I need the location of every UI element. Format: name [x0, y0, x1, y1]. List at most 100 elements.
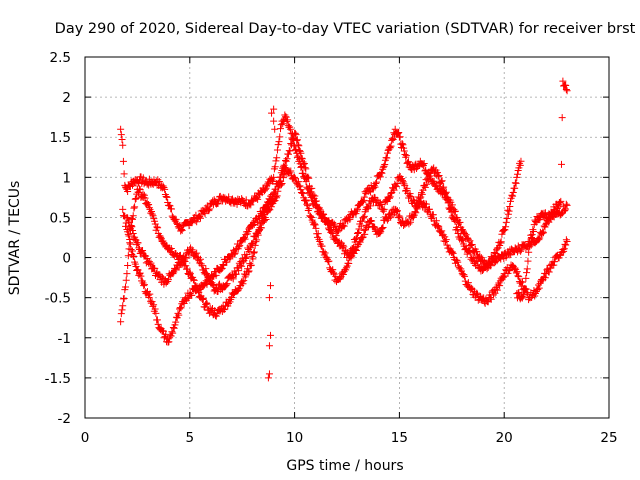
data-point	[271, 197, 279, 205]
data-point	[541, 274, 549, 282]
data-point	[493, 286, 501, 294]
data-point	[146, 261, 154, 269]
data-point	[265, 180, 273, 188]
data-point	[447, 208, 455, 216]
data-point	[171, 266, 179, 274]
x-tick-label: 10	[286, 430, 303, 446]
data-point	[360, 193, 368, 201]
data-point	[504, 210, 512, 218]
data-point	[159, 327, 167, 335]
data-point	[265, 197, 273, 205]
data-point	[434, 169, 442, 177]
data-point	[461, 229, 469, 237]
data-point	[378, 169, 386, 177]
data-point	[145, 200, 153, 208]
data-point	[517, 247, 525, 255]
data-point	[270, 105, 278, 113]
data-point	[222, 281, 230, 289]
data-point	[534, 286, 542, 294]
data-point	[499, 273, 507, 281]
data-point	[203, 300, 211, 308]
data-point	[535, 236, 543, 244]
data-point	[117, 318, 125, 326]
data-point	[499, 227, 507, 235]
data-point	[188, 291, 196, 299]
data-point	[426, 172, 434, 180]
data-point	[523, 265, 531, 273]
data-point	[392, 206, 400, 214]
data-point	[272, 192, 280, 200]
data-point	[254, 195, 262, 203]
axis-ticks: 0 5 10 15 20 25 -2 -1.5 -1 -0.5 0 0.5 1 1.5 2 2.5	[45, 50, 618, 446]
data-point	[513, 173, 521, 181]
data-point	[223, 258, 231, 266]
data-point	[515, 288, 523, 296]
data-point	[121, 212, 129, 220]
data-point	[451, 207, 459, 215]
data-point	[550, 261, 558, 269]
data-point	[353, 229, 361, 237]
data-point	[402, 153, 410, 161]
data-point	[252, 238, 260, 246]
data-point	[497, 255, 505, 263]
data-point	[391, 125, 399, 133]
data-point	[248, 240, 256, 248]
data-point	[406, 160, 414, 168]
data-point	[162, 192, 170, 200]
data-point	[373, 178, 381, 186]
data-point	[325, 257, 333, 265]
data-point	[295, 142, 303, 150]
data-point	[546, 214, 554, 222]
data-point	[320, 248, 328, 256]
data-point	[319, 210, 327, 218]
data-point	[247, 244, 255, 252]
data-point	[274, 187, 282, 195]
data-point	[387, 142, 395, 150]
data-point	[309, 191, 317, 199]
data-point	[279, 174, 287, 182]
data-point	[240, 277, 248, 285]
data-point	[399, 141, 407, 149]
data-point	[464, 279, 472, 287]
data-point	[527, 234, 535, 242]
data-point	[562, 81, 570, 89]
data-point	[521, 286, 529, 294]
data-point	[291, 173, 299, 181]
data-point	[234, 286, 242, 294]
data-point	[449, 249, 457, 257]
data-point	[252, 194, 260, 202]
data-point	[340, 243, 348, 251]
data-point	[131, 195, 139, 203]
y-tick-label: 0.5	[50, 210, 71, 226]
data-point	[406, 218, 414, 226]
data-point	[279, 117, 287, 125]
data-point	[539, 228, 547, 236]
data-point	[193, 249, 201, 257]
data-point	[129, 247, 137, 255]
data-point	[301, 164, 309, 172]
data-point	[379, 207, 387, 215]
data-point	[245, 267, 253, 275]
data-point	[120, 294, 128, 302]
data-point	[419, 160, 427, 168]
data-point	[442, 238, 450, 246]
data-point	[513, 268, 521, 276]
data-point	[136, 269, 144, 277]
data-point	[563, 87, 571, 95]
data-point	[517, 246, 525, 254]
data-point	[265, 342, 273, 350]
data-point	[305, 205, 313, 213]
data-point	[487, 262, 495, 270]
data-markers	[117, 77, 571, 382]
data-point	[284, 116, 292, 124]
data-point	[294, 141, 302, 149]
data-point	[254, 228, 262, 236]
data-point	[177, 304, 185, 312]
data-point	[498, 230, 506, 238]
data-point	[253, 218, 261, 226]
data-point	[302, 197, 310, 205]
data-point	[292, 131, 300, 139]
data-point	[123, 270, 131, 278]
data-point	[225, 193, 233, 201]
